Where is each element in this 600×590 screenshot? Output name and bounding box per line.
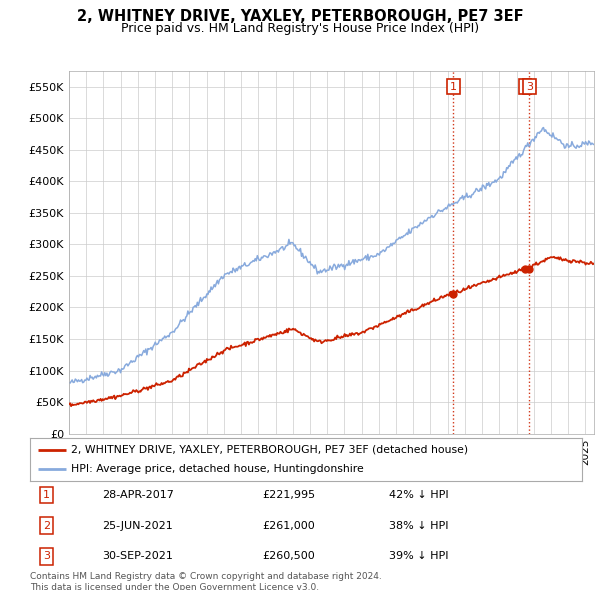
Text: 30-SEP-2021: 30-SEP-2021 (102, 551, 173, 561)
Text: 1: 1 (43, 490, 50, 500)
Text: 3: 3 (43, 551, 50, 561)
Text: 28-APR-2017: 28-APR-2017 (102, 490, 173, 500)
Text: £261,000: £261,000 (262, 521, 314, 530)
Text: £221,995: £221,995 (262, 490, 315, 500)
Text: 2, WHITNEY DRIVE, YAXLEY, PETERBOROUGH, PE7 3EF: 2, WHITNEY DRIVE, YAXLEY, PETERBOROUGH, … (77, 9, 523, 24)
Text: 3: 3 (526, 81, 533, 91)
Text: 25-JUN-2021: 25-JUN-2021 (102, 521, 173, 530)
Text: Price paid vs. HM Land Registry's House Price Index (HPI): Price paid vs. HM Land Registry's House … (121, 22, 479, 35)
Text: HPI: Average price, detached house, Huntingdonshire: HPI: Average price, detached house, Hunt… (71, 464, 364, 474)
Text: 2: 2 (43, 521, 50, 530)
Text: 38% ↓ HPI: 38% ↓ HPI (389, 521, 448, 530)
Text: 2, WHITNEY DRIVE, YAXLEY, PETERBOROUGH, PE7 3EF (detached house): 2, WHITNEY DRIVE, YAXLEY, PETERBOROUGH, … (71, 445, 469, 455)
Text: 39% ↓ HPI: 39% ↓ HPI (389, 551, 448, 561)
Text: £260,500: £260,500 (262, 551, 314, 561)
Text: Contains HM Land Registry data © Crown copyright and database right 2024.
This d: Contains HM Land Registry data © Crown c… (30, 572, 382, 590)
Text: 1: 1 (450, 81, 457, 91)
Text: 42% ↓ HPI: 42% ↓ HPI (389, 490, 448, 500)
Text: 2: 2 (521, 81, 529, 91)
